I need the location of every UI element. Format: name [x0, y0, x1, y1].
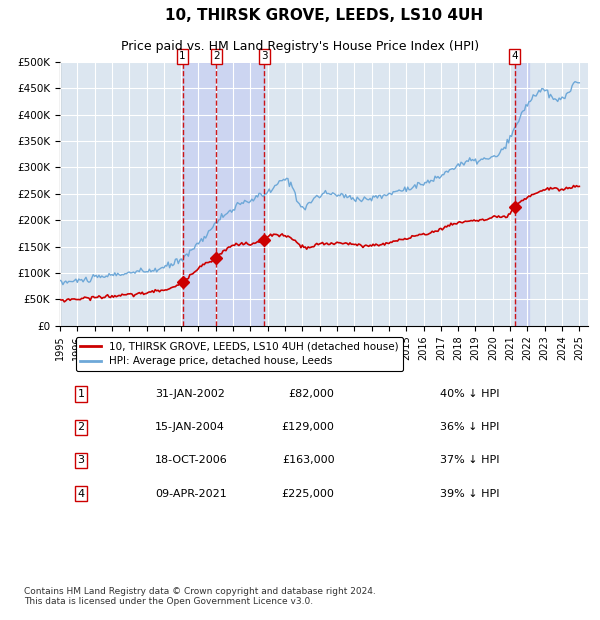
Text: 4: 4: [511, 51, 518, 61]
Text: 18-OCT-2006: 18-OCT-2006: [155, 456, 228, 466]
Text: 3: 3: [77, 456, 85, 466]
Text: 39% ↓ HPI: 39% ↓ HPI: [440, 489, 500, 498]
Title: 10, THIRSK GROVE, LEEDS, LS10 4UH: 10, THIRSK GROVE, LEEDS, LS10 4UH: [165, 8, 483, 23]
Text: £225,000: £225,000: [281, 489, 335, 498]
Text: 1: 1: [77, 389, 85, 399]
Legend: 10, THIRSK GROVE, LEEDS, LS10 4UH (detached house), HPI: Average price, detached: 10, THIRSK GROVE, LEEDS, LS10 4UH (detac…: [76, 337, 403, 371]
Text: 2: 2: [213, 51, 220, 61]
Text: 37% ↓ HPI: 37% ↓ HPI: [440, 456, 500, 466]
Text: £163,000: £163,000: [282, 456, 335, 466]
Text: Price paid vs. HM Land Registry's House Price Index (HPI): Price paid vs. HM Land Registry's House …: [121, 40, 479, 53]
Text: 4: 4: [77, 489, 85, 498]
Text: 3: 3: [261, 51, 268, 61]
Text: £82,000: £82,000: [289, 389, 335, 399]
Text: 40% ↓ HPI: 40% ↓ HPI: [440, 389, 500, 399]
Text: Contains HM Land Registry data © Crown copyright and database right 2024.
This d: Contains HM Land Registry data © Crown c…: [24, 587, 376, 606]
Bar: [182, 62, 264, 326]
Text: 36% ↓ HPI: 36% ↓ HPI: [440, 422, 500, 432]
Text: £129,000: £129,000: [281, 422, 335, 432]
Text: 2: 2: [77, 422, 85, 432]
Text: 15-JAN-2004: 15-JAN-2004: [155, 422, 225, 432]
Text: 09-APR-2021: 09-APR-2021: [155, 489, 227, 498]
Bar: [515, 62, 529, 326]
Text: 1: 1: [179, 51, 186, 61]
Text: 31-JAN-2002: 31-JAN-2002: [155, 389, 225, 399]
